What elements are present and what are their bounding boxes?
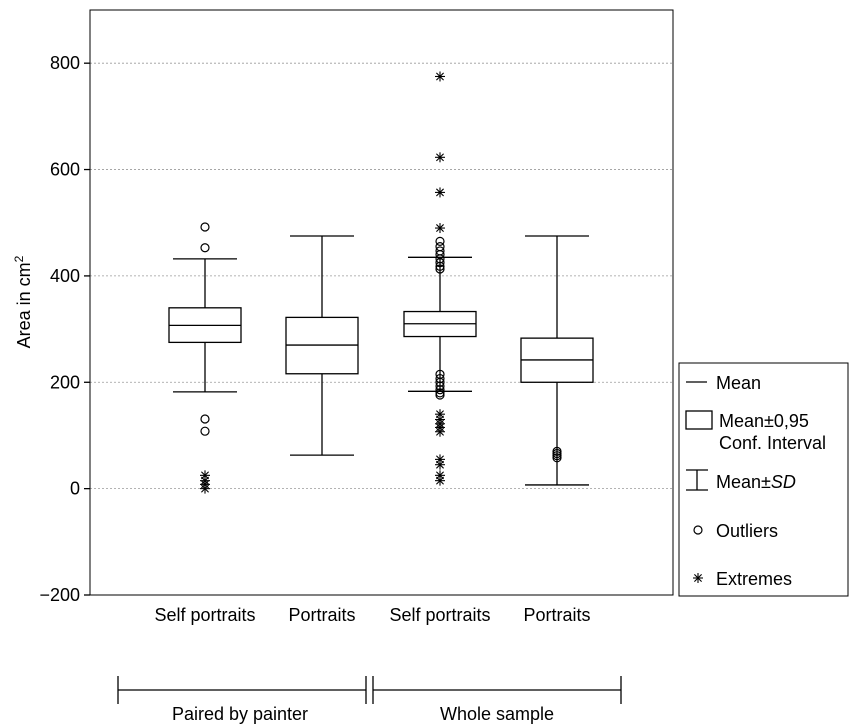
box-3-outlier-3	[552, 453, 562, 463]
y-tick-label-1: 0	[70, 479, 80, 499]
box-2-extreme-8-d2	[436, 427, 444, 436]
box-2-outlier-11	[435, 381, 445, 391]
box-2-outlier-6	[435, 261, 445, 271]
box-2-extreme-3	[435, 223, 445, 234]
legend-label-2: Mean±SD	[716, 472, 796, 492]
legend-extreme-icon	[693, 573, 703, 583]
group-label-1: Whole sample	[440, 704, 554, 724]
group-label-0: Paired by painter	[172, 704, 308, 724]
legend-item-0: Mean	[686, 373, 761, 393]
plot-area-frame	[89, 9, 674, 596]
y-tick-label-5: 800	[50, 53, 80, 73]
y-tick-label-3: 400	[50, 266, 80, 286]
box-2-outlier-5	[435, 258, 445, 268]
box-2-outlier-7	[435, 264, 445, 274]
box-1	[285, 235, 359, 456]
legend-label-3: Outliers	[716, 521, 778, 541]
legend-label-1-line2: Conf. Interval	[719, 433, 826, 453]
category-labels: Self portraits Portraits Self portraits Por…	[154, 605, 590, 625]
box-2-extreme-0	[435, 71, 445, 82]
box-2-outlier-14	[435, 390, 445, 400]
legend-item-4: Extremes	[693, 569, 792, 589]
group-bracket-0: Paired by painter	[117, 676, 367, 724]
legend-frame	[678, 362, 849, 597]
group-brackets: Paired by painter Whole sample	[117, 676, 622, 724]
box-2-extreme-8	[435, 426, 445, 437]
box-2-extreme-1-d2	[436, 153, 444, 162]
box-0-outlier-0	[200, 222, 210, 232]
box-3	[520, 235, 594, 486]
legend-outlier-icon	[693, 525, 703, 535]
box-series	[168, 71, 594, 494]
legend-item-3: Outliers	[693, 521, 778, 541]
box-2-extreme-0-d2	[436, 72, 444, 81]
box-0-outlier-2	[200, 414, 210, 424]
category-label-0: Self portraits	[154, 605, 255, 625]
box-2-extreme-12	[435, 475, 445, 486]
legend-extreme-icon-d2	[694, 574, 702, 582]
y-axis-title-superscript: 2	[12, 255, 26, 262]
box-0	[168, 222, 242, 494]
y-tick-label-0: −200	[39, 585, 80, 605]
legend-label-1: Mean±0,95	[719, 411, 809, 431]
box-2-extreme-10	[435, 459, 445, 470]
legend-ci-box-icon	[685, 410, 713, 430]
legend-item-2: Mean±SD	[686, 469, 796, 492]
box-2-extreme-2-d2	[436, 188, 444, 197]
box-2-extreme-1	[435, 152, 445, 163]
box-2-extreme-3-d2	[436, 224, 444, 233]
box-2-extreme-12-d2	[436, 476, 444, 485]
category-label-1: Portraits	[288, 605, 355, 625]
box-2-extreme-10-d2	[436, 460, 444, 469]
y-axis-title-text: Area in cm	[14, 262, 34, 348]
box-0-outlier-1	[200, 243, 210, 253]
box-2-extreme-2	[435, 187, 445, 198]
category-label-2: Self portraits	[389, 605, 490, 625]
box-2	[403, 71, 477, 486]
legend-label-2-italic: SD	[771, 472, 796, 492]
category-label-3: Portraits	[523, 605, 590, 625]
legend-label-4: Extremes	[716, 569, 792, 589]
box-0-extreme-3-d2	[201, 484, 209, 493]
box-2-outlier-0	[435, 236, 445, 246]
group-bracket-1: Whole sample	[372, 676, 622, 724]
box-0-extreme-3	[200, 483, 210, 494]
y-tick-label-2: 200	[50, 372, 80, 392]
y-tick-label-4: 600	[50, 160, 80, 180]
gridlines	[90, 62, 673, 490]
y-axis: −200 0 200 400 600 800	[39, 53, 90, 605]
box-2-outlier-12	[435, 385, 445, 395]
box-0-outlier-3	[200, 426, 210, 436]
y-axis-title: Area in cm2	[12, 255, 34, 348]
legend-label-0: Mean	[716, 373, 761, 393]
